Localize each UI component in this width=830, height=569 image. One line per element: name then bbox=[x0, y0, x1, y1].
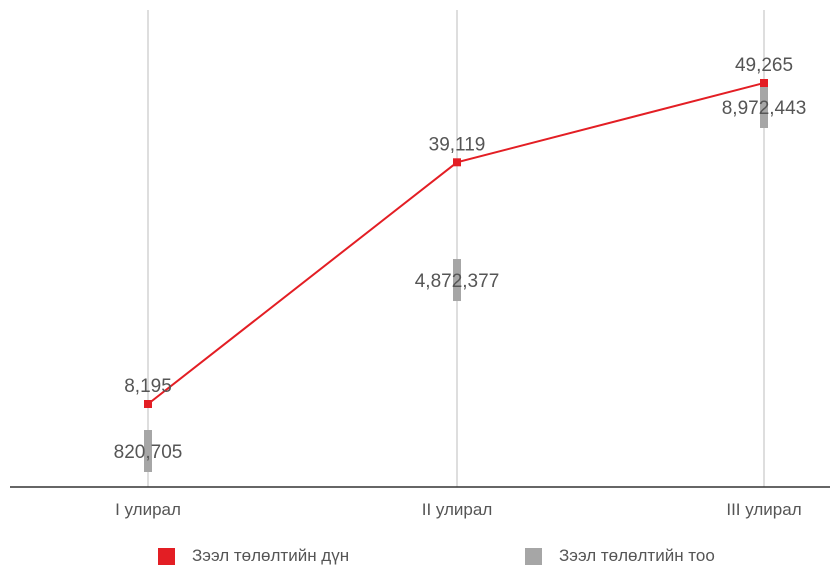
legend-swatch-amount bbox=[158, 547, 175, 565]
amount-data-label: 8,195 bbox=[124, 376, 172, 397]
gridlines bbox=[147, 10, 765, 487]
count-bar-marker bbox=[453, 259, 461, 302]
data-labels: 8,195 39,119 49,265 820,705 4,872,377 8,972,4… bbox=[114, 55, 807, 463]
amount-data-label: 49,265 bbox=[735, 55, 793, 76]
x-tick-label: III улирал bbox=[726, 500, 801, 519]
x-tick-label: II улирал bbox=[422, 500, 493, 519]
count-data-label: 8,972,443 bbox=[722, 98, 807, 119]
x-tick-label: I улирал bbox=[115, 500, 181, 519]
legend-label-amount: Зээл төлөлтийн дүн bbox=[192, 546, 350, 565]
x-tick-labels: I улирал II улирал III улирал bbox=[115, 500, 802, 519]
amount-point bbox=[760, 79, 768, 87]
legend-item-count: Зээл төлөлтийн тоо bbox=[525, 545, 715, 567]
legend-label-count: Зээл төлөлтийн тоо bbox=[559, 546, 715, 565]
amount-point bbox=[453, 158, 461, 167]
count-data-label: 820,705 bbox=[114, 442, 183, 463]
count-bar-marker bbox=[144, 430, 152, 472]
count-data-label: 4,872,377 bbox=[415, 271, 500, 292]
legend-item-amount: Зээл төлөлтийн дүн bbox=[158, 545, 349, 567]
amount-series bbox=[144, 79, 768, 408]
count-series bbox=[144, 86, 768, 472]
amount-line bbox=[147, 82, 765, 405]
count-bar-marker bbox=[760, 86, 768, 128]
legend-swatch-count bbox=[525, 547, 542, 565]
amount-point bbox=[144, 400, 152, 408]
amount-data-label: 39,119 bbox=[429, 134, 486, 155]
